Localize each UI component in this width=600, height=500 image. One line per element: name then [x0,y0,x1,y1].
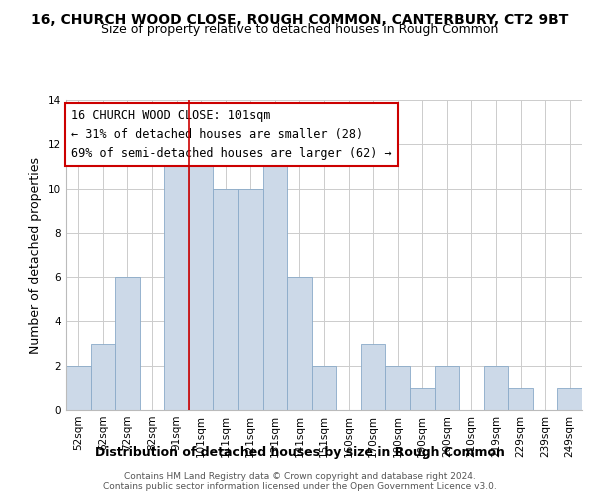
Bar [164,144,189,410]
Y-axis label: Number of detached properties: Number of detached properties [29,156,43,354]
Text: Size of property relative to detached houses in Rough Common: Size of property relative to detached ho… [101,22,499,36]
Bar [214,188,238,410]
Bar [91,344,115,410]
Bar [263,144,287,410]
Bar [484,366,508,410]
Bar [189,166,214,410]
Text: 16, CHURCH WOOD CLOSE, ROUGH COMMON, CANTERBURY, CT2 9BT: 16, CHURCH WOOD CLOSE, ROUGH COMMON, CAN… [31,12,569,26]
Bar [312,366,336,410]
Text: Contains HM Land Registry data © Crown copyright and database right 2024.: Contains HM Land Registry data © Crown c… [124,472,476,481]
Bar [287,277,312,410]
Bar [557,388,582,410]
Bar [434,366,459,410]
Bar [508,388,533,410]
Text: Contains public sector information licensed under the Open Government Licence v3: Contains public sector information licen… [103,482,497,491]
Bar [238,188,263,410]
Text: Distribution of detached houses by size in Rough Common: Distribution of detached houses by size … [95,446,505,459]
Bar [115,277,140,410]
Text: 16 CHURCH WOOD CLOSE: 101sqm
← 31% of detached houses are smaller (28)
69% of se: 16 CHURCH WOOD CLOSE: 101sqm ← 31% of de… [71,110,392,160]
Bar [385,366,410,410]
Bar [361,344,385,410]
Bar [410,388,434,410]
Bar [66,366,91,410]
